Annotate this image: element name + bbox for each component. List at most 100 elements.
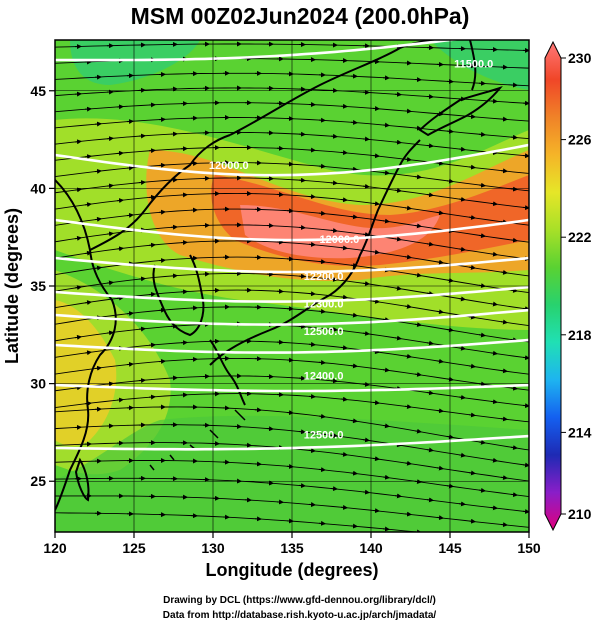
flow-arrow (350, 418, 358, 424)
flow-arrow (126, 311, 134, 317)
streamline (55, 477, 529, 513)
flow-arrow (340, 396, 348, 402)
flow-arrow (362, 183, 370, 189)
colorbar-tick-label: 218 (568, 327, 592, 343)
flow-arrow (74, 334, 82, 340)
grid-lines (55, 40, 529, 532)
flow-arrow (340, 504, 348, 510)
flow-arrow (510, 134, 518, 140)
flow-arrow (522, 153, 529, 159)
flow-arrow (382, 218, 390, 224)
coastline-korea (152, 254, 205, 337)
flow-arrow (394, 187, 402, 193)
streamline (55, 273, 529, 310)
height-contour (55, 256, 529, 274)
flow-arrow (350, 262, 358, 268)
flow-arrow (404, 254, 412, 260)
flow-arrow (500, 368, 508, 374)
flow-arrow (362, 330, 370, 336)
flow-arrow (394, 493, 402, 499)
flow-arrow (522, 403, 529, 409)
flow-arrow (458, 394, 466, 400)
flow-arrow (138, 326, 146, 332)
height-contour (55, 143, 529, 177)
flow-arrow (478, 487, 486, 493)
flow-arrow (158, 257, 166, 263)
height-contour (55, 434, 529, 451)
height-contour (55, 308, 529, 326)
y-tick-label: 40 (30, 180, 46, 196)
flow-arrow (490, 457, 498, 463)
flow-arrow (510, 492, 518, 498)
contour-label: 12000.0 (320, 234, 360, 246)
flow-arrow (94, 265, 102, 271)
flow-arrow (116, 246, 124, 252)
flow-arrow (298, 429, 306, 435)
streamline (55, 177, 529, 209)
flow-arrow (84, 154, 92, 160)
flow-arrow (116, 397, 124, 403)
flow-arrow (84, 300, 92, 306)
colorbar: 230 226 222 218 214 210 (544, 40, 592, 532)
contour-label: 12400.0 (304, 371, 344, 383)
streamline (55, 424, 529, 467)
y-tick-label: 30 (30, 376, 46, 392)
height-contour (55, 338, 529, 354)
coastline-hokkaido (418, 85, 503, 137)
flow-arrow (510, 287, 518, 293)
flow-arrow (490, 350, 498, 356)
flow-arrow (126, 361, 134, 367)
credit-dcl: Drawing by DCL (https://www.gfd-dennou.o… (163, 595, 436, 606)
flow-arrow (84, 350, 92, 356)
flow-arrow (330, 486, 338, 492)
flow-arrow (500, 416, 508, 422)
flow-arrow (308, 448, 316, 454)
credit-data-source: Data from http://database.rish.kyoto-u.a… (162, 610, 437, 621)
flow-arrow (308, 341, 316, 347)
flow-arrow (350, 166, 358, 172)
flow-arrow (426, 340, 434, 346)
field-ne-teal (430, 40, 529, 90)
flow-arrow (522, 462, 529, 468)
flow-arrow (490, 251, 498, 257)
flow-arrow (404, 156, 412, 162)
streamline (55, 224, 529, 260)
flow-arrow (510, 445, 518, 451)
flow-arrow (148, 194, 156, 200)
flow-arrow (404, 353, 412, 359)
field-north-teal (70, 40, 200, 85)
flow-arrow (362, 437, 370, 443)
height-contour (55, 285, 529, 303)
flow-arrow (330, 180, 338, 186)
flow-arrow (510, 385, 518, 391)
flow-arrow (362, 381, 370, 387)
contour-labels: 11500.0 12000.0 12000.0 12200.0 12300.0 12500… (209, 58, 493, 441)
flow-arrow (414, 371, 422, 377)
flow-arrow (74, 139, 82, 145)
flow-arrow (511, 541, 517, 542)
flow-arrow (318, 467, 326, 473)
flow-arrow (468, 114, 476, 120)
flow-arrow (510, 186, 518, 192)
flow-arrow (500, 522, 508, 528)
contour-label: 11500.0 (454, 58, 493, 70)
flow-arrow (138, 179, 146, 185)
flow-arrow (468, 214, 476, 220)
flow-arrow (106, 330, 114, 336)
flow-arrow (158, 307, 166, 313)
flow-arrow (362, 231, 370, 237)
flow-arrow (490, 201, 498, 207)
flow-arrow (340, 245, 348, 251)
flow-arrow (330, 378, 338, 384)
flow-arrow (500, 475, 508, 481)
streamline (55, 393, 529, 423)
flow-arrow (382, 526, 390, 532)
coastline-japan (209, 139, 421, 366)
flow-arrow (414, 272, 422, 278)
x-axis-title: Longitude (degrees) (205, 560, 378, 580)
flow-arrow (404, 108, 412, 114)
flow-arrow (94, 216, 102, 222)
streamline (55, 102, 529, 122)
colorbar-body (544, 40, 562, 532)
flow-arrow (468, 164, 476, 170)
